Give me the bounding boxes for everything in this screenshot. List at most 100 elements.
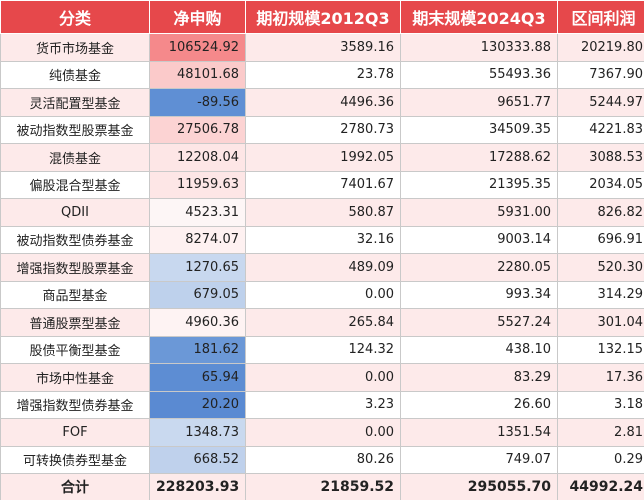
value-cell: 3.23 (245, 390, 401, 419)
category-cell: 灵活配置型基金 (0, 88, 150, 117)
value-cell: 34509.35 (400, 115, 558, 144)
value-cell: 17288.62 (400, 143, 558, 172)
table-row: 普通股票型基金 4960.36 265.84 5527.24 301.04 (0, 308, 644, 337)
value-cell: 4523.31 (149, 198, 246, 227)
total-label: 合计 (0, 473, 150, 500)
value-cell: 48101.68 (149, 60, 246, 89)
table-row: 增强指数型债券基金 20.20 3.23 26.60 3.18 (0, 390, 644, 419)
value-cell: 489.09 (245, 253, 401, 282)
header-cell: 区间利润 (557, 0, 644, 34)
value-cell: 3589.16 (245, 33, 401, 62)
value-cell: 301.04 (557, 308, 644, 337)
table-row: QDII 4523.31 580.87 5931.00 826.82 (0, 198, 644, 227)
table-row: FOF 1348.73 0.00 1351.54 2.81 (0, 418, 644, 447)
header-row: 分类 净申购 期初规模2012Q3 期末规模2024Q3 区间利润 (0, 0, 644, 34)
table-row: 被动指数型股票基金 27506.78 2780.73 34509.35 4221.83 (0, 115, 644, 144)
value-cell: 17.36 (557, 363, 644, 392)
value-cell: 181.62 (149, 335, 246, 364)
value-cell: 0.29 (557, 445, 644, 474)
value-cell: 2280.05 (400, 253, 558, 282)
value-cell: 4960.36 (149, 308, 246, 337)
value-cell: 83.29 (400, 363, 558, 392)
category-cell: 增强指数型债券基金 (0, 390, 150, 419)
value-cell: 314.29 (557, 280, 644, 309)
value-cell: 1992.05 (245, 143, 401, 172)
table-row: 混债基金 12208.04 1992.05 17288.62 3088.53 (0, 143, 644, 172)
value-cell: 0.00 (245, 363, 401, 392)
value-cell: 2.81 (557, 418, 644, 447)
value-cell: 55493.36 (400, 60, 558, 89)
category-cell: FOF (0, 418, 150, 447)
category-cell: 偏股混合型基金 (0, 170, 150, 199)
header-cell: 净申购 (149, 0, 246, 34)
value-cell: 993.34 (400, 280, 558, 309)
total-cell: 295055.70 (400, 473, 558, 500)
category-cell: 市场中性基金 (0, 363, 150, 392)
value-cell: 32.16 (245, 225, 401, 254)
value-cell: 1348.73 (149, 418, 246, 447)
value-cell: 9651.77 (400, 88, 558, 117)
value-cell: 65.94 (149, 363, 246, 392)
value-cell: 5931.00 (400, 198, 558, 227)
value-cell: 80.26 (245, 445, 401, 474)
header-cell: 期末规模2024Q3 (400, 0, 558, 34)
category-cell: QDII (0, 198, 150, 227)
value-cell: 826.82 (557, 198, 644, 227)
total-row: 合计 228203.93 21859.52 295055.70 44992.24 (0, 473, 644, 500)
value-cell: 20.20 (149, 390, 246, 419)
value-cell: 8274.07 (149, 225, 246, 254)
value-cell: 679.05 (149, 280, 246, 309)
total-cell: 21859.52 (245, 473, 401, 500)
table-row: 增强指数型股票基金 1270.65 489.09 2280.05 520.30 (0, 253, 644, 282)
category-cell: 增强指数型股票基金 (0, 253, 150, 282)
value-cell: 265.84 (245, 308, 401, 337)
value-cell: 7367.90 (557, 60, 644, 89)
value-cell: 3088.53 (557, 143, 644, 172)
value-cell: 9003.14 (400, 225, 558, 254)
value-cell: 26.60 (400, 390, 558, 419)
value-cell: 438.10 (400, 335, 558, 364)
category-cell: 纯债基金 (0, 60, 150, 89)
category-cell: 商品型基金 (0, 280, 150, 309)
table-row: 商品型基金 679.05 0.00 993.34 314.29 (0, 280, 644, 309)
value-cell: 11959.63 (149, 170, 246, 199)
value-cell: 696.91 (557, 225, 644, 254)
value-cell: 2034.05 (557, 170, 644, 199)
value-cell: 5244.97 (557, 88, 644, 117)
value-cell: 2780.73 (245, 115, 401, 144)
value-cell: 12208.04 (149, 143, 246, 172)
table-row: 灵活配置型基金 -89.56 4496.36 9651.77 5244.97 (0, 88, 644, 117)
table-row: 市场中性基金 65.94 0.00 83.29 17.36 (0, 363, 644, 392)
header-cell: 期初规模2012Q3 (245, 0, 401, 34)
table-row: 货币市场基金 106524.92 3589.16 130333.88 20219.80 (0, 33, 644, 62)
value-cell: 21395.35 (400, 170, 558, 199)
value-cell: 668.52 (149, 445, 246, 474)
value-cell: 20219.80 (557, 33, 644, 62)
table-row: 纯债基金 48101.68 23.78 55493.36 7367.90 (0, 60, 644, 89)
value-cell: 132.15 (557, 335, 644, 364)
value-cell: 1351.54 (400, 418, 558, 447)
header-cell: 分类 (0, 0, 150, 34)
value-cell: 124.32 (245, 335, 401, 364)
category-cell: 被动指数型债券基金 (0, 225, 150, 254)
value-cell: 0.00 (245, 418, 401, 447)
value-cell: 5527.24 (400, 308, 558, 337)
value-cell: 520.30 (557, 253, 644, 282)
category-cell: 股债平衡型基金 (0, 335, 150, 364)
value-cell: 580.87 (245, 198, 401, 227)
value-cell: 0.00 (245, 280, 401, 309)
category-cell: 混债基金 (0, 143, 150, 172)
value-cell: 749.07 (400, 445, 558, 474)
value-cell: 4221.83 (557, 115, 644, 144)
value-cell: 1270.65 (149, 253, 246, 282)
total-cell: 44992.24 (557, 473, 644, 500)
category-cell: 可转换债券型基金 (0, 445, 150, 474)
table-row: 被动指数型债券基金 8274.07 32.16 9003.14 696.91 (0, 225, 644, 254)
category-cell: 被动指数型股票基金 (0, 115, 150, 144)
table-row: 可转换债券型基金 668.52 80.26 749.07 0.29 (0, 445, 644, 474)
value-cell: 23.78 (245, 60, 401, 89)
value-cell: 3.18 (557, 390, 644, 419)
value-cell: 7401.67 (245, 170, 401, 199)
